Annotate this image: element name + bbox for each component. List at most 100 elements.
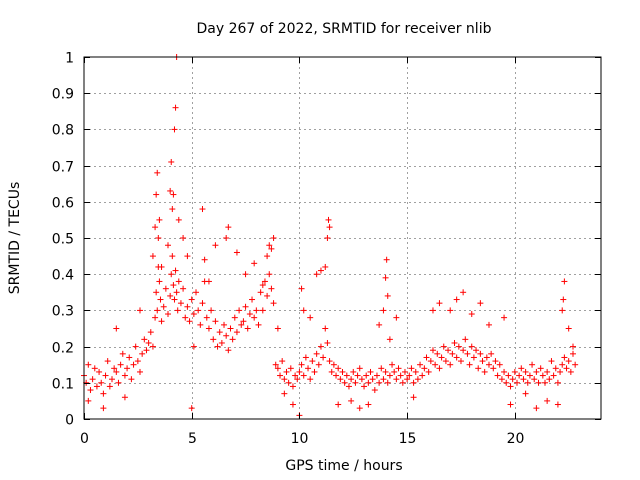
data-point <box>156 278 163 285</box>
chart-title: Day 267 of 2022, SRMTID for receiver nli… <box>197 21 492 37</box>
data-point <box>333 372 340 379</box>
data-point <box>477 300 484 307</box>
data-point <box>307 314 314 321</box>
data-point <box>259 282 266 289</box>
data-point <box>195 307 202 314</box>
data-point <box>233 329 240 336</box>
data-point <box>455 343 462 350</box>
data-point <box>124 365 131 372</box>
data-point <box>529 361 536 368</box>
data-point <box>460 347 467 354</box>
data-point <box>212 318 219 325</box>
data-point <box>240 318 247 325</box>
data-point <box>522 368 529 375</box>
data-point <box>281 390 288 397</box>
data-point <box>384 292 391 299</box>
data-point <box>417 361 424 368</box>
y-tick-label: 0.2 <box>52 341 74 357</box>
data-point <box>154 169 161 176</box>
data-point <box>389 361 396 368</box>
data-point <box>172 267 179 274</box>
data-point <box>300 307 307 314</box>
data-point <box>393 314 400 321</box>
data-point <box>168 271 175 278</box>
y-tick-label: 0.8 <box>52 123 74 139</box>
data-point <box>126 354 133 361</box>
data-point <box>513 379 520 386</box>
data-point <box>462 336 469 343</box>
points-layer <box>81 54 579 419</box>
data-point <box>315 361 322 368</box>
data-point <box>350 368 357 375</box>
data-point <box>434 350 441 357</box>
data-point <box>100 405 107 412</box>
data-point <box>382 274 389 281</box>
data-point <box>501 368 508 375</box>
data-point <box>154 307 161 314</box>
data-point <box>128 376 135 383</box>
data-point <box>325 216 332 223</box>
data-point <box>175 216 182 223</box>
data-point <box>145 339 152 346</box>
data-point <box>373 372 380 379</box>
data-point <box>328 368 335 375</box>
data-point <box>313 350 320 357</box>
data-point <box>466 361 473 368</box>
data-point <box>225 224 232 231</box>
data-point <box>100 390 107 397</box>
data-point <box>210 336 217 343</box>
data-point <box>554 401 561 408</box>
data-point <box>96 368 103 375</box>
data-point <box>242 303 249 310</box>
data-point <box>363 372 370 379</box>
data-point <box>149 253 156 260</box>
data-point <box>376 321 383 328</box>
data-point <box>300 372 307 379</box>
data-point <box>494 372 501 379</box>
data-point <box>121 394 128 401</box>
data-point <box>561 354 568 361</box>
data-point <box>414 376 421 383</box>
data-point <box>393 376 400 383</box>
data-point <box>544 397 551 404</box>
data-point <box>156 216 163 223</box>
data-point <box>155 235 162 241</box>
data-point <box>141 336 148 343</box>
data-point <box>162 285 169 292</box>
data-point <box>365 379 372 386</box>
data-point <box>567 368 574 375</box>
data-point <box>391 368 398 375</box>
data-point <box>289 401 296 408</box>
data-point <box>386 336 393 343</box>
data-point <box>535 379 542 386</box>
data-point <box>561 278 568 285</box>
data-point <box>548 358 555 365</box>
data-point <box>376 379 383 386</box>
data-point <box>386 372 393 379</box>
data-point <box>274 325 281 332</box>
data-point <box>157 296 164 303</box>
data-point <box>324 235 331 241</box>
data-point <box>184 253 191 260</box>
data-point <box>287 365 294 372</box>
data-point <box>524 379 531 386</box>
data-point <box>550 372 557 379</box>
data-point <box>410 379 417 386</box>
data-point <box>272 361 279 368</box>
data-point <box>223 235 230 241</box>
data-point <box>421 365 428 372</box>
data-point <box>152 314 159 321</box>
data-point <box>397 372 404 379</box>
data-point <box>171 296 178 303</box>
data-point <box>490 365 497 372</box>
data-point <box>464 350 471 357</box>
data-point <box>451 339 458 346</box>
data-point <box>429 307 436 314</box>
data-point <box>227 325 234 332</box>
data-point <box>225 347 232 354</box>
data-point <box>322 325 329 332</box>
data-point <box>479 358 486 365</box>
data-point <box>167 187 174 194</box>
data-point <box>190 311 197 318</box>
data-point <box>208 307 215 314</box>
